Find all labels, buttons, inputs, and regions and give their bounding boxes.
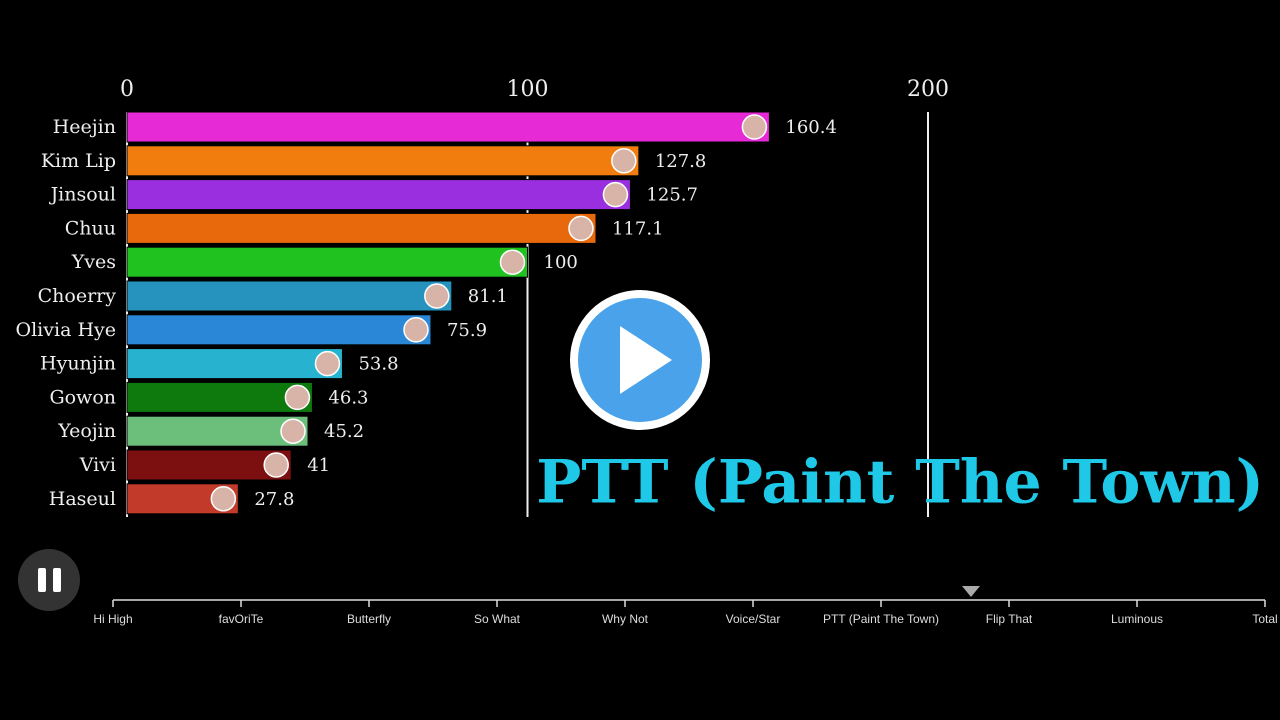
pause-circle[interactable] bbox=[18, 549, 80, 611]
value-label: 117.1 bbox=[612, 218, 664, 239]
y-tick-label: Jinsoul bbox=[49, 184, 116, 206]
bar-avatar bbox=[602, 181, 629, 208]
bar-avatar bbox=[210, 486, 237, 512]
bar-avatar bbox=[280, 418, 306, 444]
bar bbox=[126, 381, 313, 413]
y-tick-label: Haseul bbox=[49, 488, 116, 510]
bar-avatar bbox=[499, 249, 526, 275]
y-tick-label: Heejin bbox=[53, 116, 116, 138]
bar bbox=[126, 415, 309, 447]
bar bbox=[126, 348, 343, 380]
x-tick-label: 200 bbox=[907, 77, 949, 102]
x-tick-label: 0 bbox=[120, 77, 134, 102]
value-label: 81.1 bbox=[468, 286, 508, 307]
timeline-label[interactable]: Luminous bbox=[1111, 612, 1163, 626]
timeline-label[interactable]: So What bbox=[474, 612, 521, 626]
bar-avatar bbox=[403, 317, 429, 343]
value-label: 53.8 bbox=[358, 354, 398, 375]
bar bbox=[126, 179, 631, 211]
bar-avatar bbox=[263, 452, 289, 478]
bar-avatar bbox=[568, 215, 594, 242]
timeline-handle[interactable] bbox=[962, 586, 980, 597]
value-label: 100 bbox=[544, 252, 578, 273]
bar-avatar bbox=[611, 148, 637, 174]
play-button[interactable] bbox=[570, 290, 710, 430]
value-label: 160.4 bbox=[785, 117, 837, 138]
y-tick-label: Yeojin bbox=[57, 420, 116, 442]
timeline: Hi High favOriTe Butterfly So What Why Not Vo… bbox=[93, 586, 1278, 626]
timeline-label[interactable]: Butterfly bbox=[347, 612, 391, 626]
bar-avatar bbox=[741, 114, 768, 140]
timeline-label[interactable]: Hi High bbox=[93, 612, 132, 626]
bar bbox=[126, 212, 597, 244]
y-tick-label: Olivia Hye bbox=[16, 319, 116, 341]
timeline-label[interactable]: Why Not bbox=[602, 612, 649, 626]
y-tick-label: Kim Lip bbox=[41, 150, 116, 172]
period-label: PTT (Paint The Town) bbox=[536, 448, 1264, 518]
x-tick-label: 100 bbox=[507, 77, 549, 102]
bar bbox=[126, 246, 528, 278]
plot-area: 0 100 200 Heejin 160.4 Kim Lip 127.8 Jinsoul 125… bbox=[16, 77, 949, 517]
value-label: 41 bbox=[307, 455, 330, 476]
pause-button[interactable] bbox=[18, 549, 80, 611]
timeline-label[interactable]: favOriTe bbox=[219, 612, 264, 626]
pause-icon bbox=[38, 568, 46, 592]
value-label: 127.8 bbox=[655, 151, 707, 172]
bar-avatar bbox=[424, 283, 450, 309]
y-tick-label: Vivi bbox=[79, 454, 116, 476]
value-label: 27.8 bbox=[254, 489, 294, 510]
bar bbox=[126, 280, 453, 312]
bar bbox=[126, 111, 770, 143]
bar-avatar bbox=[284, 384, 311, 411]
y-tick-label: Hyunjin bbox=[40, 353, 116, 375]
y-tick-label: Gowon bbox=[49, 386, 116, 408]
timeline-label[interactable]: Voice/Star bbox=[726, 612, 781, 626]
y-tick-label: Chuu bbox=[65, 217, 116, 239]
timeline-label[interactable]: PTT (Paint The Town) bbox=[823, 612, 939, 626]
bar bbox=[126, 314, 432, 346]
y-tick-label: Yves bbox=[71, 251, 116, 273]
value-label: 46.3 bbox=[328, 387, 368, 408]
timeline-label[interactable]: Total bbox=[1252, 612, 1277, 626]
play-icon bbox=[620, 326, 672, 394]
value-label: 75.9 bbox=[447, 320, 487, 341]
timeline-label[interactable]: Flip That bbox=[986, 612, 1033, 626]
bar-avatar bbox=[314, 350, 341, 377]
value-label: 45.2 bbox=[324, 421, 364, 442]
bar bbox=[126, 145, 640, 177]
y-tick-label: Choerry bbox=[38, 285, 117, 307]
value-label: 125.7 bbox=[646, 185, 698, 206]
pause-icon bbox=[53, 568, 61, 592]
